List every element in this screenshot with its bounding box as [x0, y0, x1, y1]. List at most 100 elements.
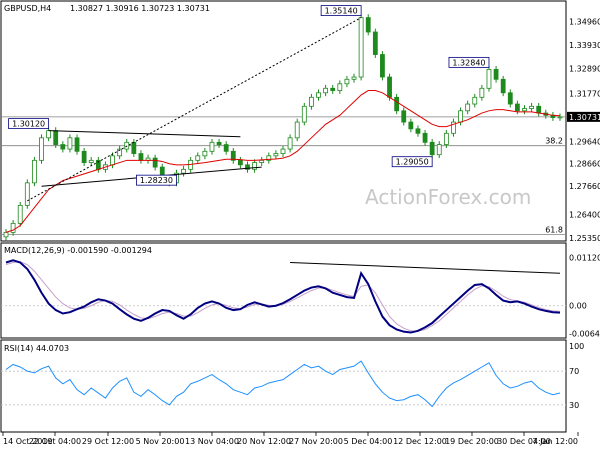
rsi-tick-label: 70: [569, 367, 579, 376]
candle-body: [337, 83, 343, 91]
candle-body: [294, 121, 300, 139]
candle-body: [110, 155, 115, 166]
ohlc-values: 1.30827 1.30916 1.30723 1.30731: [70, 4, 210, 13]
candle-body: [138, 153, 144, 161]
x-tick-label: 27 Nov 20:00: [289, 437, 343, 446]
candle-body: [401, 110, 407, 123]
price-annotation: 1.30120: [12, 120, 45, 129]
candle-body: [202, 150, 208, 157]
candle-body: [10, 222, 16, 233]
candle-body: [216, 141, 222, 145]
macd-tick-label: -0.00642: [569, 329, 600, 338]
candle-body: [88, 159, 94, 163]
candle-body: [81, 150, 87, 163]
rsi-tick-label: 30: [569, 401, 579, 410]
candle-body: [472, 96, 478, 105]
candle-body: [24, 182, 30, 206]
x-tick-label: 7 Jan 12:00: [532, 437, 578, 446]
x-tick-label: 13 Nov 04:00: [185, 437, 239, 446]
candle-body: [53, 130, 59, 145]
candle-body: [536, 105, 542, 114]
price-panel: [0, 0, 567, 242]
price-tick-label: 1.33930: [569, 41, 600, 50]
candle-body: [394, 96, 400, 112]
candle-body: [443, 132, 449, 145]
price-annotation-box: [136, 174, 177, 186]
candle-body: [358, 17, 364, 78]
price-annotation: 1.35140: [325, 7, 358, 16]
x-tick-label: 22 Oct 04:00: [29, 437, 81, 446]
candle-body: [245, 164, 250, 170]
price-annotation-box: [391, 156, 433, 168]
candle-body: [365, 17, 371, 33]
candle-body: [372, 31, 378, 55]
macd-panel: [0, 242, 567, 339]
candle-body: [429, 141, 435, 156]
moving-average-line: [5, 90, 561, 233]
x-tick-label: 20 Nov 12:00: [237, 437, 291, 446]
macd-label: MACD(12,26,9) -0.001590 -0.001294: [4, 246, 152, 255]
dotted-trendline: [27, 17, 362, 202]
current-price-tag: [567, 111, 600, 122]
candle-body: [415, 128, 421, 134]
upper-trendline: [48, 130, 241, 138]
rsi-panel: [0, 339, 567, 433]
candle-body: [74, 137, 80, 152]
candle-body: [46, 130, 52, 139]
price-tick-label: 1.32890: [569, 64, 600, 73]
candle-body: [131, 141, 137, 154]
x-tick-label: 19 Dec 20:00: [445, 437, 499, 446]
candle-body: [529, 105, 534, 109]
candle-body: [486, 68, 492, 89]
price-annotation: 1.28230: [140, 176, 173, 185]
macd-tick-label: 0.00: [569, 302, 587, 311]
candle-body: [67, 137, 73, 150]
candle-body: [351, 76, 357, 80]
candle-body: [195, 155, 201, 161]
candle-body: [273, 153, 279, 157]
symbol-label: GBPUSD,H4: [4, 4, 51, 13]
candle-body: [408, 121, 414, 130]
x-tick-label: 14 Oct 2019: [3, 437, 52, 446]
candle-body: [266, 155, 272, 161]
candle-body: [479, 87, 485, 98]
candle-body: [17, 204, 23, 224]
candle-body: [252, 162, 257, 170]
watermark: ActionForex.com: [365, 185, 531, 209]
macd-signal-line: [5, 261, 561, 332]
candle-body: [39, 137, 44, 161]
candle-body: [223, 144, 229, 152]
candle-body: [316, 92, 321, 98]
x-tick-label: 5 Nov 20:00: [136, 437, 185, 446]
candle-body: [436, 144, 442, 156]
x-tick-label: 5 Dec 04:00: [344, 437, 393, 446]
candle-body: [323, 87, 329, 94]
rsi-layer: [1, 360, 566, 408]
rsi-line: [5, 360, 561, 408]
candle-body: [380, 54, 385, 78]
rsi-label: RSI(14) 44.0703: [4, 344, 69, 353]
candle-body: [152, 157, 158, 168]
price-layer: 38.2 61.8 1.30120 1.35140 1.32840 1.29050 1.28…: [1, 5, 566, 241]
candle-body: [514, 103, 520, 112]
candle-body: [344, 78, 350, 85]
macd-line: [5, 259, 561, 334]
x-tick-label: 30 Dec 04:00: [497, 437, 551, 446]
x-tick-label: 29 Oct 12:00: [82, 437, 134, 446]
candle-body: [301, 105, 307, 123]
candle-body: [500, 78, 506, 94]
candle-body: [507, 92, 513, 105]
price-tick-label: 1.34960: [569, 18, 600, 27]
candle-body: [557, 116, 563, 119]
candle-body: [422, 132, 428, 143]
price-annotation-box: [448, 56, 490, 68]
price-annotation-box: [8, 118, 50, 130]
rsi-tick-label: 100: [569, 342, 584, 351]
candle-body: [209, 141, 215, 152]
price-tick-label: 1.29640: [569, 137, 600, 146]
candle-body: [3, 231, 9, 238]
macd-layer: [1, 259, 566, 334]
candle-body: [181, 168, 186, 174]
price-tick-label: 1.27660: [569, 182, 600, 191]
